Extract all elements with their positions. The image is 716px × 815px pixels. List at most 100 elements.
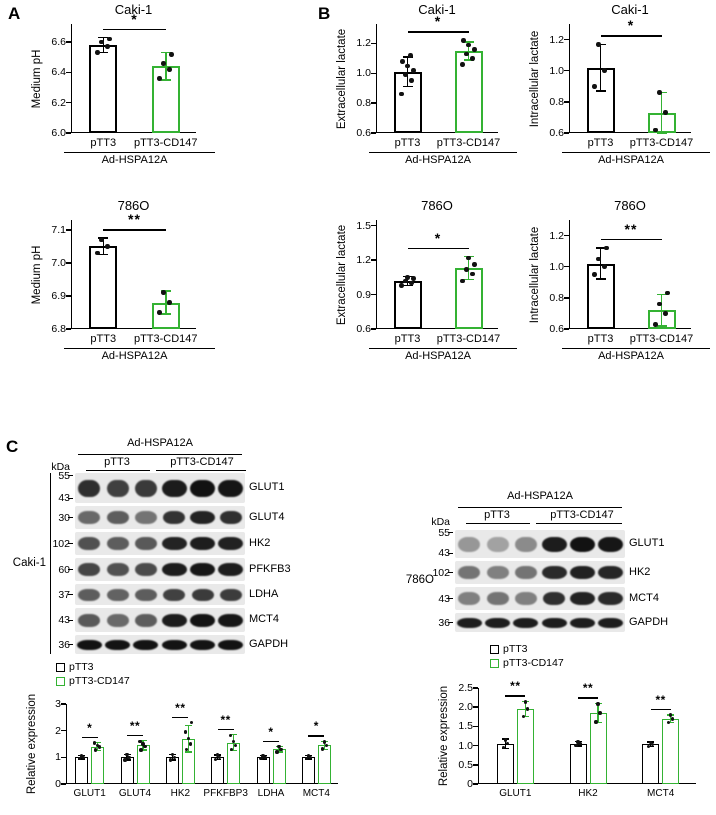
blot-band bbox=[570, 566, 595, 579]
blot-strip-mct4 bbox=[455, 587, 625, 610]
error-cap bbox=[160, 79, 171, 81]
error-cap bbox=[259, 758, 267, 760]
blot-band bbox=[486, 566, 509, 579]
error-bar bbox=[102, 37, 104, 53]
blot-band bbox=[486, 536, 509, 552]
data-point bbox=[106, 36, 112, 42]
plot-area: 0.6 0.9 1.2 1.5 * pTT3 pTT3-CD147 Ad-HSPA12A bbox=[356, 220, 517, 362]
y-tick-label: 1.5 bbox=[458, 720, 473, 733]
x-group-line bbox=[562, 152, 710, 154]
y-tick-label: 0.8 bbox=[549, 291, 564, 304]
y-tick-label: 1.5 bbox=[356, 219, 371, 232]
data-point bbox=[411, 67, 416, 73]
data-point bbox=[98, 237, 104, 243]
error-cap bbox=[402, 86, 413, 88]
data-point bbox=[648, 740, 653, 745]
blot-band bbox=[570, 592, 595, 605]
y-tick-label: 0.6 bbox=[356, 127, 371, 139]
significance-line bbox=[600, 239, 662, 241]
data-point bbox=[79, 754, 84, 758]
condition-underline bbox=[458, 507, 622, 509]
legend-swatch-control bbox=[56, 662, 65, 672]
data-point bbox=[521, 714, 526, 719]
significance-label: * bbox=[434, 229, 442, 246]
y-tick bbox=[472, 764, 478, 766]
blot-strip-mct4 bbox=[75, 608, 245, 632]
protein-label: PFKFB3 bbox=[249, 562, 291, 575]
blot-band bbox=[133, 639, 159, 650]
blot-band bbox=[219, 511, 242, 524]
data-point bbox=[503, 738, 508, 742]
data-point bbox=[229, 747, 234, 752]
chart-caki1-extracellular-lactate: Caki-1 Extracellular lactate 0.6 0.8 1.0 1.2 *… bbox=[330, 0, 520, 195]
data-point bbox=[464, 267, 469, 272]
significance-line bbox=[600, 35, 662, 37]
data-point bbox=[125, 752, 129, 757]
data-point bbox=[261, 754, 265, 758]
bar bbox=[496, 743, 514, 784]
significance-line bbox=[103, 229, 166, 231]
error-cap bbox=[168, 759, 176, 761]
y-tick bbox=[65, 101, 71, 104]
group-label-treatment: pTT3-CD147 bbox=[170, 456, 234, 468]
chart-title: 786O bbox=[117, 198, 150, 213]
x-group-label: Ad-HSPA12A bbox=[101, 350, 168, 362]
kda-marker: 102 bbox=[52, 537, 70, 550]
data-point bbox=[172, 755, 177, 760]
y-tick-label: 2.5 bbox=[458, 682, 473, 694]
western-blot-caki1: Ad-HSPA12A pTT3 pTT3-CD147 kDa 55 43 GLUT1 30 GL… bbox=[0, 437, 350, 659]
chart-title: 786O bbox=[614, 198, 646, 213]
significance-line bbox=[308, 735, 325, 737]
data-point bbox=[81, 755, 86, 760]
error-bar bbox=[669, 714, 672, 723]
significance-label: * bbox=[131, 10, 138, 27]
bar bbox=[211, 757, 225, 784]
data-point bbox=[592, 83, 597, 89]
protein-label: HK2 bbox=[629, 565, 651, 578]
blot-band bbox=[78, 479, 101, 497]
chart-caki1-intracellular-lactate: Caki-1 Intracellular lactate 0.6 0.8 1.0 1.2 *… bbox=[523, 0, 713, 195]
y-tick-label: 6.6 bbox=[51, 36, 66, 49]
legend-item: pTT3 bbox=[490, 642, 564, 656]
data-point bbox=[104, 244, 110, 249]
x-category-label: PFKFBP3 bbox=[203, 788, 248, 799]
error-bar bbox=[102, 238, 104, 255]
blot-band bbox=[218, 639, 244, 650]
error-bar bbox=[278, 746, 280, 752]
data-point bbox=[138, 739, 142, 744]
data-point bbox=[505, 741, 510, 746]
plot-area: 0.6 0.8 1.0 1.2 ** pTT3 pTT3-CD147 Ad-HSPA12A bbox=[549, 220, 710, 362]
data-point bbox=[167, 67, 173, 72]
y-tick-label: 6.8 bbox=[51, 323, 66, 335]
blot-strip-pfkfb3 bbox=[75, 558, 245, 581]
data-point bbox=[466, 42, 471, 48]
plot-area: 6.8 6.9 7.0 7.1 ** pTT3 pTT3-CD147 Ad-HSPA12A bbox=[51, 212, 215, 362]
blot-band bbox=[105, 639, 130, 650]
data-point bbox=[668, 713, 673, 717]
panel-label-c: C bbox=[6, 437, 19, 456]
data-point bbox=[576, 739, 580, 744]
y-tick-label: 3 bbox=[55, 698, 61, 710]
error-bar bbox=[660, 294, 663, 326]
significance-label: * bbox=[434, 13, 442, 30]
data-point bbox=[596, 702, 600, 706]
y-tick-label: 7.1 bbox=[51, 223, 66, 236]
data-point bbox=[604, 245, 609, 251]
kda-marker: 43 bbox=[58, 614, 70, 626]
blot-band bbox=[163, 588, 186, 601]
y-tick bbox=[370, 42, 376, 45]
blot-band bbox=[513, 617, 539, 628]
y-tick-label: 2.0 bbox=[458, 701, 473, 714]
error-cap bbox=[184, 724, 192, 727]
data-point bbox=[306, 754, 311, 758]
blot-band bbox=[78, 613, 101, 627]
chart-caki1-medium-ph: Caki-1 Medium pH 6.0 6.2 6.4 6.6 * pTT3 pTT3-CD1… bbox=[25, 0, 220, 195]
data-point bbox=[646, 744, 651, 749]
data-point bbox=[322, 740, 327, 744]
y-tick bbox=[563, 297, 569, 299]
data-point bbox=[308, 755, 313, 760]
data-point bbox=[653, 127, 658, 133]
data-point bbox=[259, 756, 263, 761]
error-cap bbox=[123, 759, 131, 761]
error-bar bbox=[599, 44, 602, 91]
